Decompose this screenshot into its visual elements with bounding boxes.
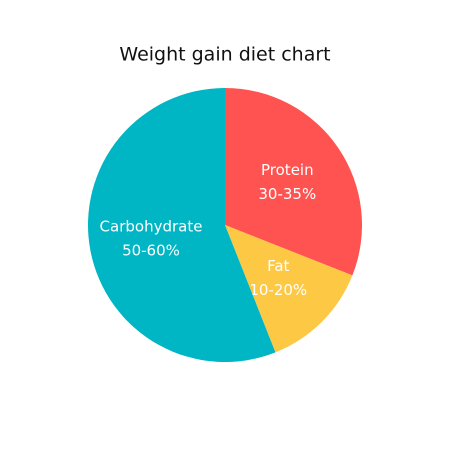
chart-title: Weight gain diet chart — [119, 44, 330, 66]
pie-slice — [87, 88, 276, 363]
slice-name: Fat — [267, 257, 289, 275]
pie-slice — [225, 225, 353, 353]
slice-name: Protein — [261, 161, 314, 179]
slice-name: Carbohydrate — [100, 218, 203, 236]
slice-value-label: 10-20% — [249, 281, 307, 299]
slice-value-label: 30-35% — [258, 185, 316, 203]
slice-value-label: 50-60% — [122, 242, 180, 260]
pie-slice — [225, 88, 362, 276]
